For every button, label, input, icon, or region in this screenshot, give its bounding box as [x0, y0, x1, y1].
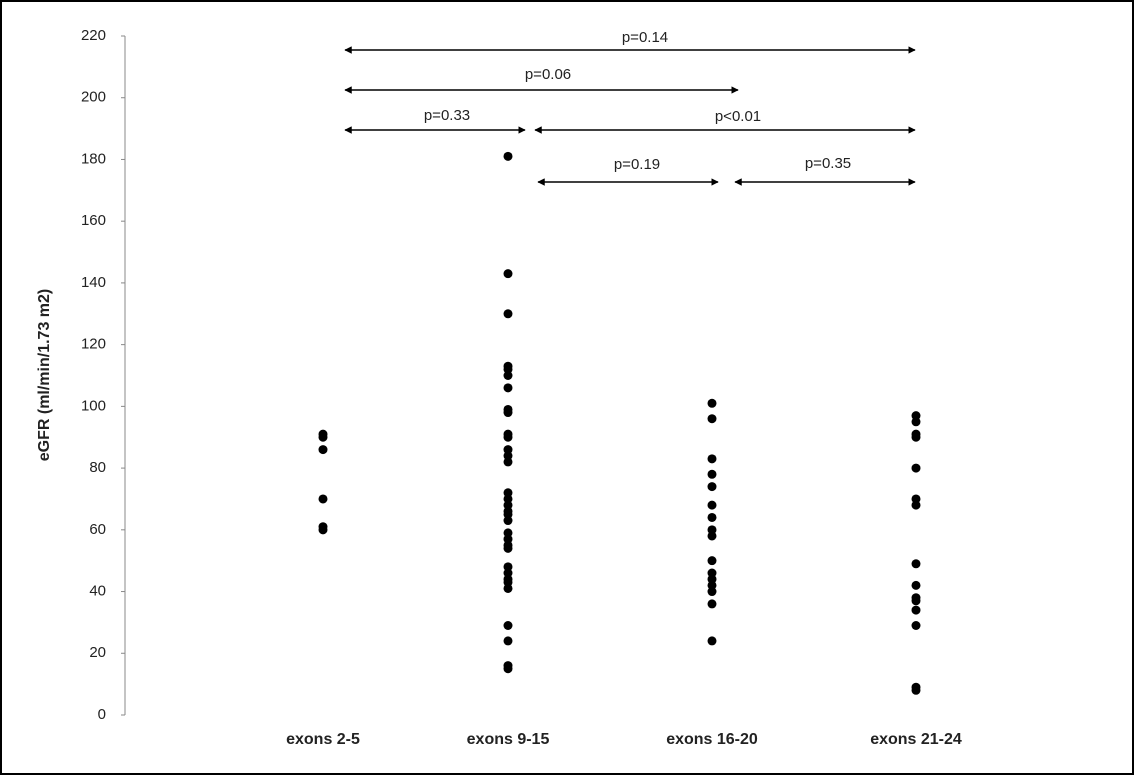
data-point [911, 417, 921, 427]
data-point [318, 525, 328, 535]
data-point [707, 531, 717, 541]
data-point [318, 445, 328, 455]
data-point [503, 528, 513, 538]
y-tick-label: 140 [81, 274, 106, 291]
y-tick-label: 180 [81, 150, 106, 167]
data-point [318, 432, 328, 442]
x-tick-label: exons 16-20 [666, 731, 758, 748]
data-point [911, 494, 921, 504]
data-point [503, 583, 513, 593]
p-value-label: p=0.33 [424, 107, 470, 124]
y-tick-label: 0 [98, 706, 106, 723]
data-point [503, 534, 513, 544]
y-tick-label: 160 [81, 212, 106, 229]
data-point [503, 371, 513, 380]
p-value-label: p=0.35 [805, 155, 851, 172]
y-tick-label: 40 [89, 583, 106, 600]
data-point [707, 500, 717, 510]
y-tick-label: 220 [81, 27, 106, 44]
data-point [503, 562, 513, 572]
data-point [503, 309, 513, 319]
y-tick-label: 200 [81, 89, 106, 106]
data-point [503, 364, 513, 374]
data-point [503, 664, 513, 674]
data-point [503, 269, 513, 279]
data-point [503, 568, 513, 578]
x-tick-label: exons 21-24 [870, 731, 962, 748]
data-point [707, 587, 717, 597]
data-point [318, 494, 328, 504]
data-point [503, 457, 513, 467]
data-point [503, 488, 513, 498]
data-point [707, 512, 717, 522]
data-point [911, 500, 921, 510]
data-point [911, 580, 921, 590]
x-tick-label: exons 2-5 [286, 731, 360, 748]
data-point [707, 398, 717, 408]
data-point [503, 151, 513, 161]
y-tick-label: 120 [81, 336, 106, 353]
p-value-label: p=0.06 [525, 66, 571, 83]
data-point [911, 432, 921, 442]
data-point [707, 580, 717, 590]
data-point [503, 543, 513, 553]
data-point [707, 599, 717, 609]
data-point [911, 559, 921, 569]
data-point [707, 636, 717, 646]
data-point [707, 482, 717, 492]
data-point [707, 469, 717, 479]
y-axis-label: eGFR (ml/min/1.73 m2) [36, 289, 53, 462]
data-point [503, 577, 513, 587]
data-point [707, 414, 717, 424]
data-point [503, 445, 513, 455]
data-point [503, 494, 513, 504]
data-point [503, 451, 513, 461]
data-point [707, 568, 717, 578]
y-tick-label: 100 [81, 397, 106, 414]
data-point [503, 636, 513, 646]
data-point [503, 408, 513, 418]
p-value-label: p=0.19 [614, 156, 660, 173]
data-point [503, 620, 513, 630]
p-value-label: p=0.14 [622, 29, 668, 46]
data-point [707, 525, 717, 535]
data-point [707, 454, 717, 464]
data-point [911, 620, 921, 630]
data-point [911, 685, 921, 695]
y-tick-label: 20 [89, 644, 106, 661]
data-point [911, 596, 921, 606]
data-point [503, 509, 513, 519]
data-point [707, 556, 717, 566]
data-point [911, 605, 921, 615]
data-point [503, 432, 513, 442]
data-point [707, 574, 717, 584]
data-point [911, 463, 921, 473]
data-point [911, 411, 921, 421]
y-tick-label: 60 [89, 521, 106, 538]
x-tick-label: exons 9-15 [467, 731, 550, 748]
p-value-label: p<0.01 [715, 108, 761, 125]
y-tick-label: 80 [89, 459, 106, 476]
data-point [503, 383, 513, 393]
data-point [503, 516, 513, 526]
data-point [503, 500, 513, 510]
